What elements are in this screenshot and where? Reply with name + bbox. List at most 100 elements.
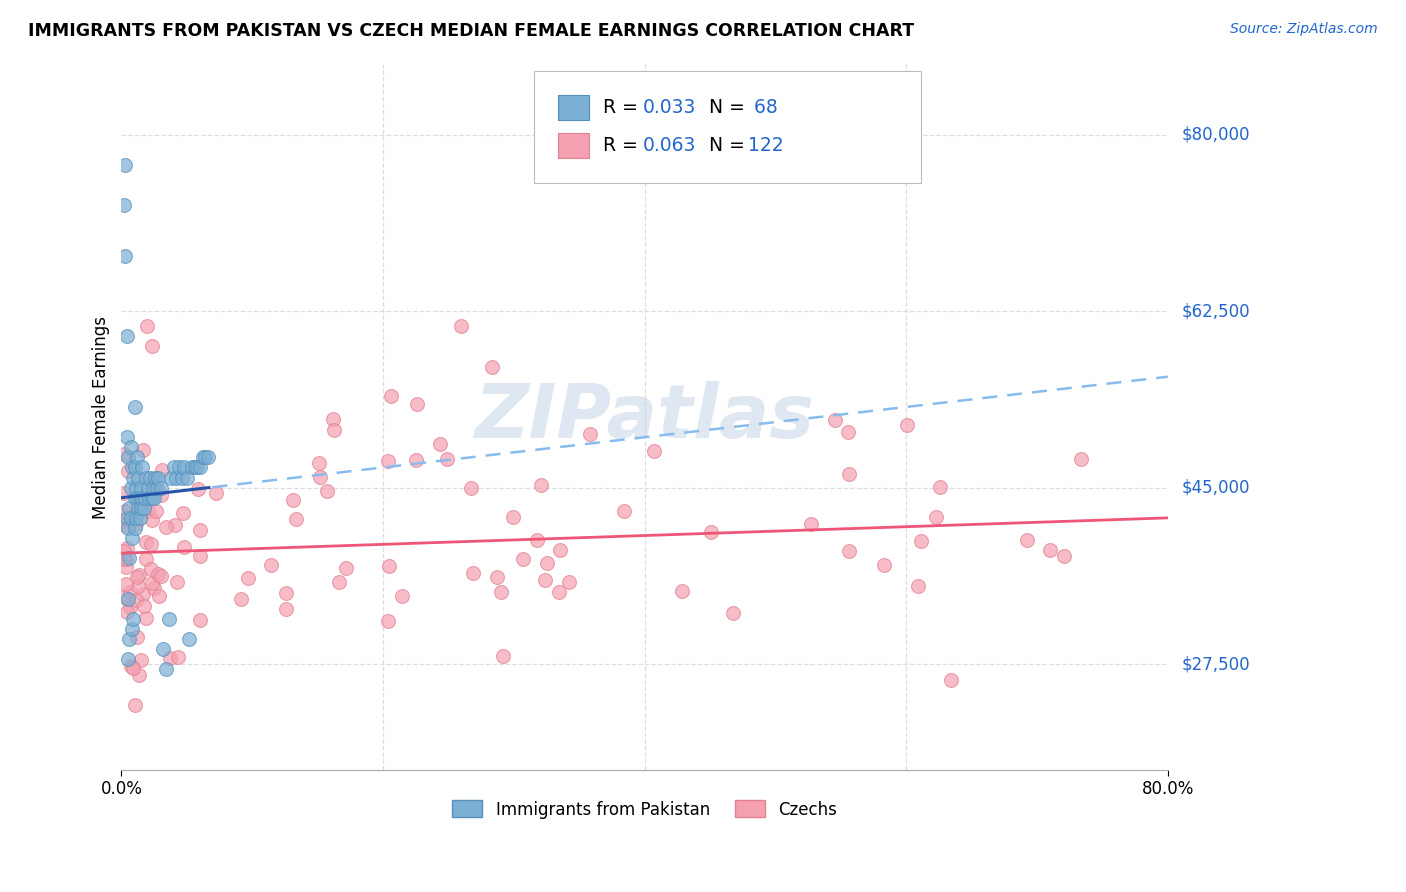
Point bbox=[512, 552, 534, 566]
Point bbox=[127, 500, 149, 515]
Point bbox=[112, 544, 135, 558]
Point bbox=[141, 491, 163, 505]
Point bbox=[124, 521, 146, 535]
Point bbox=[460, 481, 482, 495]
Text: $45,000: $45,000 bbox=[1182, 479, 1250, 497]
Point bbox=[112, 486, 135, 500]
Point bbox=[163, 460, 186, 475]
Point bbox=[166, 575, 188, 590]
Point bbox=[429, 437, 451, 451]
Point bbox=[308, 456, 330, 470]
Point bbox=[120, 440, 142, 454]
Point bbox=[125, 511, 148, 525]
Point bbox=[328, 574, 350, 589]
Point bbox=[274, 585, 297, 599]
Point bbox=[118, 551, 141, 566]
Point bbox=[132, 442, 155, 457]
Point bbox=[613, 503, 636, 517]
Point bbox=[907, 579, 929, 593]
Point bbox=[547, 584, 569, 599]
Point bbox=[142, 481, 165, 495]
Point bbox=[173, 540, 195, 554]
Point bbox=[115, 576, 138, 591]
Point bbox=[188, 523, 211, 537]
Point bbox=[281, 492, 304, 507]
Point bbox=[316, 483, 339, 498]
Point bbox=[150, 463, 173, 477]
Point bbox=[124, 400, 146, 414]
Point bbox=[125, 507, 148, 521]
Text: R =: R = bbox=[603, 97, 644, 117]
Point bbox=[115, 329, 138, 343]
Point bbox=[136, 481, 159, 495]
Point bbox=[125, 481, 148, 495]
Point bbox=[643, 444, 665, 458]
Point bbox=[121, 531, 143, 545]
Point bbox=[114, 158, 136, 172]
Point bbox=[800, 517, 823, 532]
Point bbox=[114, 552, 136, 566]
Point bbox=[132, 500, 155, 515]
Point bbox=[489, 584, 512, 599]
Point bbox=[112, 518, 135, 533]
Point bbox=[824, 413, 846, 427]
Point bbox=[115, 560, 138, 574]
Point bbox=[167, 650, 190, 665]
Point bbox=[579, 426, 602, 441]
Point bbox=[112, 552, 135, 566]
Text: $27,500: $27,500 bbox=[1182, 655, 1250, 673]
Point bbox=[132, 587, 155, 601]
Point bbox=[157, 612, 180, 626]
Point bbox=[194, 450, 217, 465]
Point bbox=[558, 574, 581, 589]
Point bbox=[117, 652, 139, 666]
Point bbox=[141, 513, 163, 527]
Point bbox=[929, 480, 952, 494]
Point bbox=[170, 470, 193, 484]
Point bbox=[120, 511, 142, 525]
Text: ZIPatlas: ZIPatlas bbox=[475, 381, 814, 453]
Point bbox=[128, 568, 150, 582]
Point bbox=[377, 454, 399, 468]
Point bbox=[131, 460, 153, 475]
Point bbox=[1017, 533, 1039, 548]
Point bbox=[186, 460, 208, 475]
Point bbox=[141, 339, 163, 353]
Point bbox=[145, 481, 167, 495]
Text: N =: N = bbox=[709, 136, 751, 155]
Point bbox=[229, 592, 252, 607]
Point bbox=[135, 535, 157, 549]
Point bbox=[148, 589, 170, 603]
Point bbox=[260, 558, 283, 573]
Point bbox=[335, 561, 357, 575]
Point bbox=[160, 470, 183, 484]
Text: Source: ZipAtlas.com: Source: ZipAtlas.com bbox=[1230, 22, 1378, 37]
Point bbox=[236, 571, 259, 585]
Point bbox=[125, 516, 148, 531]
Point bbox=[115, 430, 138, 444]
Point bbox=[127, 570, 149, 584]
Point bbox=[117, 464, 139, 478]
Point bbox=[120, 481, 142, 495]
Text: N =: N = bbox=[709, 97, 751, 117]
Point bbox=[127, 579, 149, 593]
Point bbox=[135, 610, 157, 624]
Point bbox=[120, 658, 142, 673]
Point bbox=[872, 558, 894, 573]
Point bbox=[548, 543, 571, 558]
Point bbox=[191, 450, 214, 465]
Point bbox=[941, 673, 963, 688]
Point bbox=[124, 460, 146, 475]
Point bbox=[838, 543, 860, 558]
Text: $80,000: $80,000 bbox=[1182, 126, 1250, 144]
Point bbox=[188, 614, 211, 628]
Point bbox=[700, 524, 723, 539]
Point bbox=[122, 470, 145, 484]
Point bbox=[173, 460, 195, 475]
Point bbox=[485, 570, 508, 584]
Point bbox=[127, 491, 149, 505]
Point bbox=[131, 491, 153, 505]
Point bbox=[165, 470, 187, 484]
Point bbox=[481, 359, 503, 374]
Point bbox=[149, 481, 172, 495]
